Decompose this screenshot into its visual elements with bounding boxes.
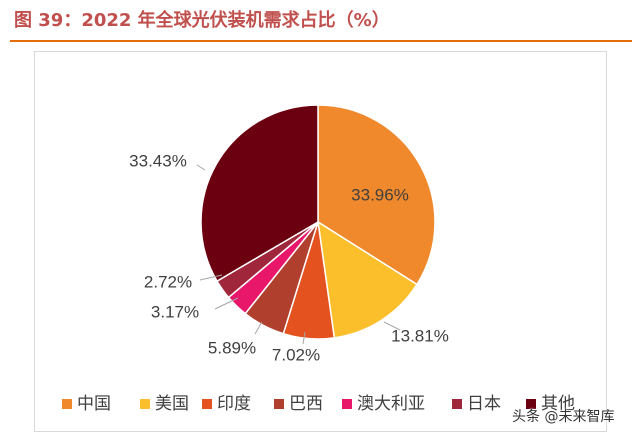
legend-item-2: 美国 — [140, 394, 189, 414]
legend-label-3: 印度 — [217, 394, 251, 414]
legend-item-4: 巴西 — [274, 394, 323, 414]
legend-swatch-7 — [526, 399, 536, 409]
figure-title: 图 39：2022 年全球光伏装机需求占比（%） — [14, 10, 390, 31]
legend-swatch-1 — [62, 399, 72, 409]
legend-label-4: 巴西 — [289, 394, 323, 414]
leader-line-7 — [196, 164, 206, 171]
leader-line-6 — [199, 274, 223, 281]
legend-swatch-4 — [274, 399, 284, 409]
legend-swatch-2 — [140, 399, 150, 409]
pie-slice-7 — [200, 104, 319, 283]
legend-label-2: 美国 — [155, 394, 189, 414]
data-label-3: 7.02% — [272, 345, 320, 364]
legend-swatch-3 — [202, 399, 212, 409]
legend-item-3: 印度 — [202, 394, 251, 414]
data-label-7: 33.43% — [129, 151, 187, 170]
leader-line-3 — [302, 331, 306, 345]
data-label-2: 13.81% — [391, 326, 449, 345]
pie-slice-2 — [317, 220, 418, 339]
legend-item-1: 中国 — [62, 394, 111, 414]
leader-line-5 — [214, 297, 239, 310]
title-divider — [10, 40, 632, 42]
data-label-6: 2.72% — [144, 272, 192, 291]
legend-label-6: 日本 — [467, 394, 501, 414]
legend-item-7: 其他 — [526, 394, 575, 414]
leader-line-2 — [383, 321, 401, 331]
legend-label-1: 中国 — [77, 394, 111, 414]
watermark: 头条 @未来智库 — [512, 409, 615, 425]
legend-swatch-5 — [342, 399, 352, 409]
legend-label-7: 其他 — [541, 394, 575, 414]
data-label-4: 5.89% — [208, 338, 256, 357]
legend-swatch-6 — [452, 399, 462, 409]
data-label-1: 33.96% — [351, 185, 409, 204]
legend-item-5: 澳大利亚 — [342, 394, 425, 414]
legend-item-6: 日本 — [452, 394, 501, 414]
data-label-5: 3.17% — [151, 302, 199, 321]
legend-label-5: 澳大利亚 — [357, 394, 425, 414]
leader-line-4 — [254, 321, 263, 335]
